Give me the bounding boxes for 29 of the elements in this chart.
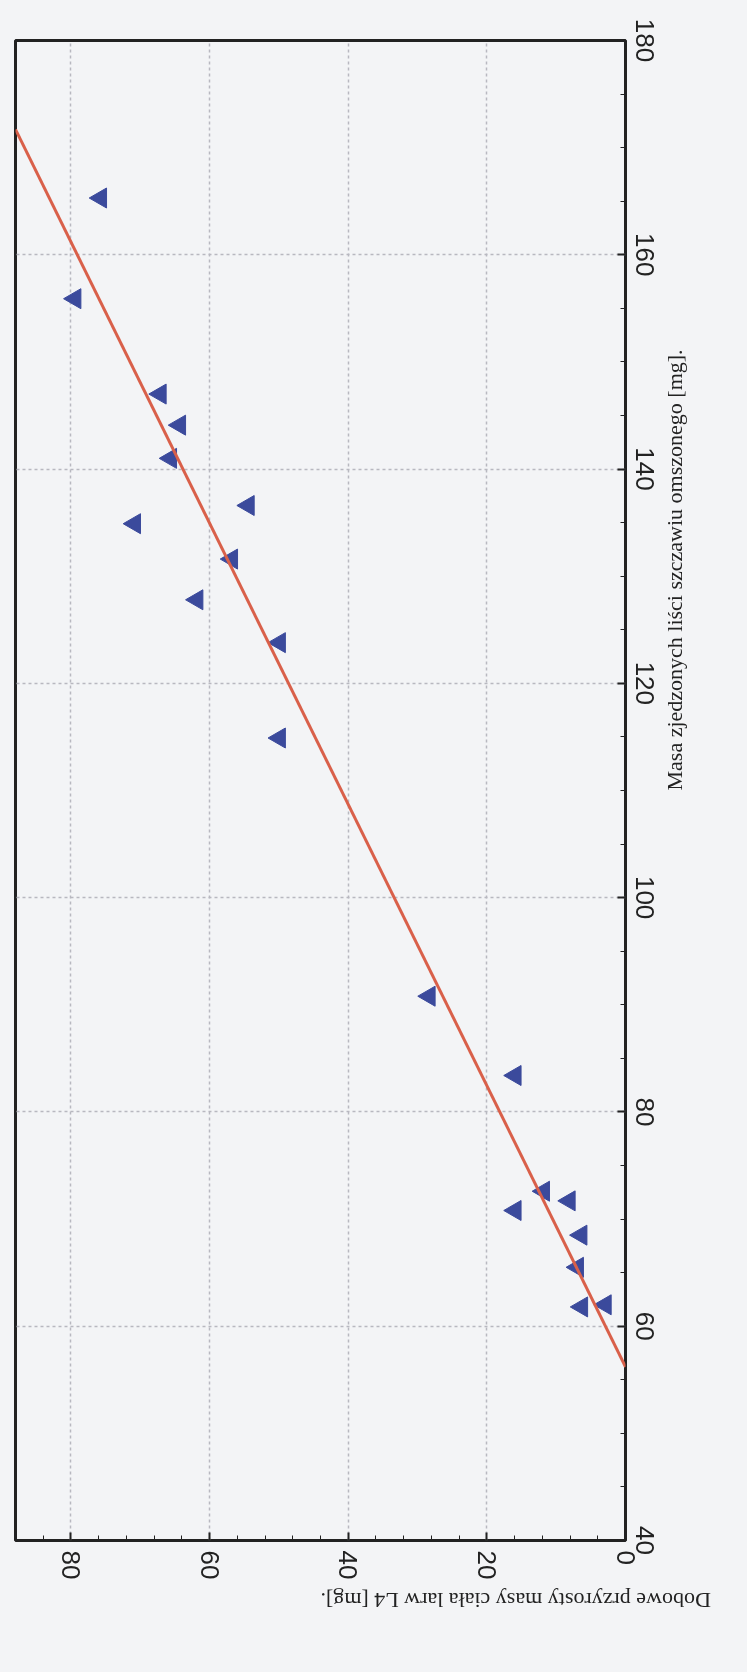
point	[267, 632, 286, 654]
x-tick-label: 80	[55, 1550, 86, 1580]
point	[167, 414, 187, 436]
point	[557, 1190, 576, 1212]
y-tick-label: 80	[629, 1097, 660, 1127]
point	[267, 727, 286, 749]
y-tick-label: 180	[629, 18, 660, 63]
y-axis-title: Masa zjedzonych liści szczawiu omszonego [mg].	[662, 349, 687, 791]
point	[88, 187, 108, 209]
y-tick-label: 120	[629, 661, 660, 706]
y-tick-label: 100	[629, 875, 660, 920]
x-tick-label: 40	[333, 1550, 364, 1580]
y-tick-label: 140	[629, 447, 660, 491]
point	[417, 985, 436, 1007]
point	[593, 1294, 612, 1316]
x-tick-label: 60	[194, 1550, 225, 1580]
point	[569, 1224, 588, 1246]
point	[148, 383, 167, 405]
point	[503, 1065, 522, 1086]
point	[503, 1200, 522, 1221]
point	[236, 495, 255, 516]
point	[122, 513, 141, 535]
y-tick-label: 160	[629, 233, 660, 277]
point	[185, 589, 204, 611]
x-tick-label: 20	[471, 1550, 502, 1580]
x-axis-title: Dobowe przyrosty masy ciała larw L4 [mg].	[320, 1587, 711, 1613]
point	[63, 288, 82, 310]
y-tick-label: 60	[629, 1311, 660, 1341]
point	[569, 1296, 589, 1318]
